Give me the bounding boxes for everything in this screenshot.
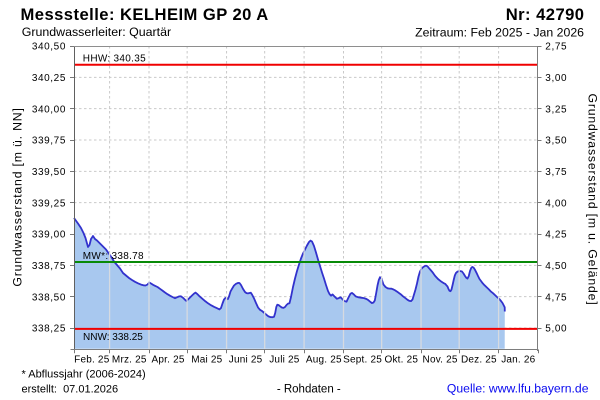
svg-text:Juli 25: Juli 25 xyxy=(269,355,300,366)
svg-text:Zeitraum: Feb 2025 - Jan 2026: Zeitraum: Feb 2025 - Jan 2026 xyxy=(415,26,584,40)
svg-text:Juni 25: Juni 25 xyxy=(229,355,263,366)
svg-text:4,25: 4,25 xyxy=(545,230,567,241)
svg-text:Grundwasserleiter: Quartär: Grundwasserleiter: Quartär xyxy=(22,25,171,39)
svg-text:2,75: 2,75 xyxy=(545,42,567,53)
svg-text:3,50: 3,50 xyxy=(545,136,567,147)
svg-text:3,75: 3,75 xyxy=(545,167,567,178)
svg-text:340,00: 340,00 xyxy=(32,104,66,115)
svg-text:4,00: 4,00 xyxy=(545,198,567,209)
svg-text:Quelle: www.lfu.bayern.de: Quelle: www.lfu.bayern.de xyxy=(447,381,589,395)
svg-text:- Rohdaten -: - Rohdaten - xyxy=(277,383,341,395)
svg-text:Grundwasserstand [m u. Gelände: Grundwasserstand [m u. Gelände] xyxy=(586,93,600,305)
svg-text:3,25: 3,25 xyxy=(545,104,567,115)
svg-text:Nov. 25: Nov. 25 xyxy=(423,355,458,366)
svg-text:* Abflussjahr (2006-2024): * Abflussjahr (2006-2024) xyxy=(22,368,146,380)
svg-text:Messstelle: KELHEIM GP 20 A: Messstelle: KELHEIM GP 20 A xyxy=(21,5,269,24)
svg-text:4,75: 4,75 xyxy=(545,292,567,303)
svg-text:MW*: 338.78: MW*: 338.78 xyxy=(83,251,144,262)
svg-text:Aug. 25: Aug. 25 xyxy=(306,355,342,366)
svg-text:Nr: 42790: Nr: 42790 xyxy=(506,5,585,24)
svg-text:339,75: 339,75 xyxy=(32,136,66,147)
svg-text:5,00: 5,00 xyxy=(545,324,567,335)
svg-text:339,50: 339,50 xyxy=(32,167,66,178)
svg-text:340,50: 340,50 xyxy=(32,42,66,53)
svg-text:Jan. 26: Jan. 26 xyxy=(501,355,535,366)
svg-text:4,50: 4,50 xyxy=(545,261,567,272)
svg-text:Dez. 25: Dez. 25 xyxy=(461,355,497,366)
svg-text:338,75: 338,75 xyxy=(32,261,66,272)
svg-text:339,25: 339,25 xyxy=(32,198,66,209)
svg-text:338,50: 338,50 xyxy=(32,292,66,303)
svg-text:Okt. 25: Okt. 25 xyxy=(384,355,418,366)
svg-text:erstellt: 07.01.2026: erstellt: 07.01.2026 xyxy=(22,383,119,395)
svg-text:3,00: 3,00 xyxy=(545,73,567,84)
svg-text:HHW: 340.35: HHW: 340.35 xyxy=(83,54,146,65)
svg-text:339,00: 339,00 xyxy=(32,230,66,241)
svg-text:Feb. 25: Feb. 25 xyxy=(74,355,110,366)
svg-text:Sept. 25: Sept. 25 xyxy=(343,355,382,366)
svg-text:Mai 25: Mai 25 xyxy=(191,355,222,366)
svg-text:Mrz. 25: Mrz. 25 xyxy=(112,355,147,366)
svg-text:NNW: 338.25: NNW: 338.25 xyxy=(83,332,143,343)
svg-text:338,25: 338,25 xyxy=(32,324,66,335)
svg-text:Apr. 25: Apr. 25 xyxy=(152,355,185,366)
svg-text:Grundwasserstand [m ü. NN]: Grundwasserstand [m ü. NN] xyxy=(11,107,25,286)
svg-text:340,25: 340,25 xyxy=(32,73,66,84)
